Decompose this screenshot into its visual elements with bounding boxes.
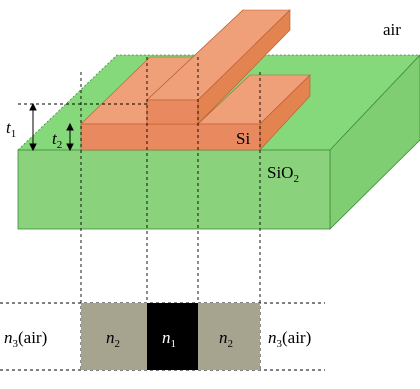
n3-left-label: n3(air) [4,328,47,350]
slab-front-face [80,123,261,151]
air-label: air [383,20,401,39]
silicon-rib [80,9,311,151]
rib-front-face [146,99,199,125]
n3-right-label: n3(air) [268,328,311,350]
core-index-block [147,303,198,370]
n1-core-label: n1 [162,328,176,350]
substrate-front-face [17,149,331,230]
slab-right-index-block [198,303,260,370]
n2-left-label: n2 [106,328,120,350]
index-profile-strip [81,303,260,370]
sio2-label: SiO2 [267,163,299,185]
si-label: Si [236,129,250,148]
n2-right-label: n2 [219,328,233,350]
t1-label: t1 [6,118,16,140]
t2-label: t2 [52,129,62,151]
slab-left-index-block [81,303,147,370]
thickness-markers [29,102,74,152]
